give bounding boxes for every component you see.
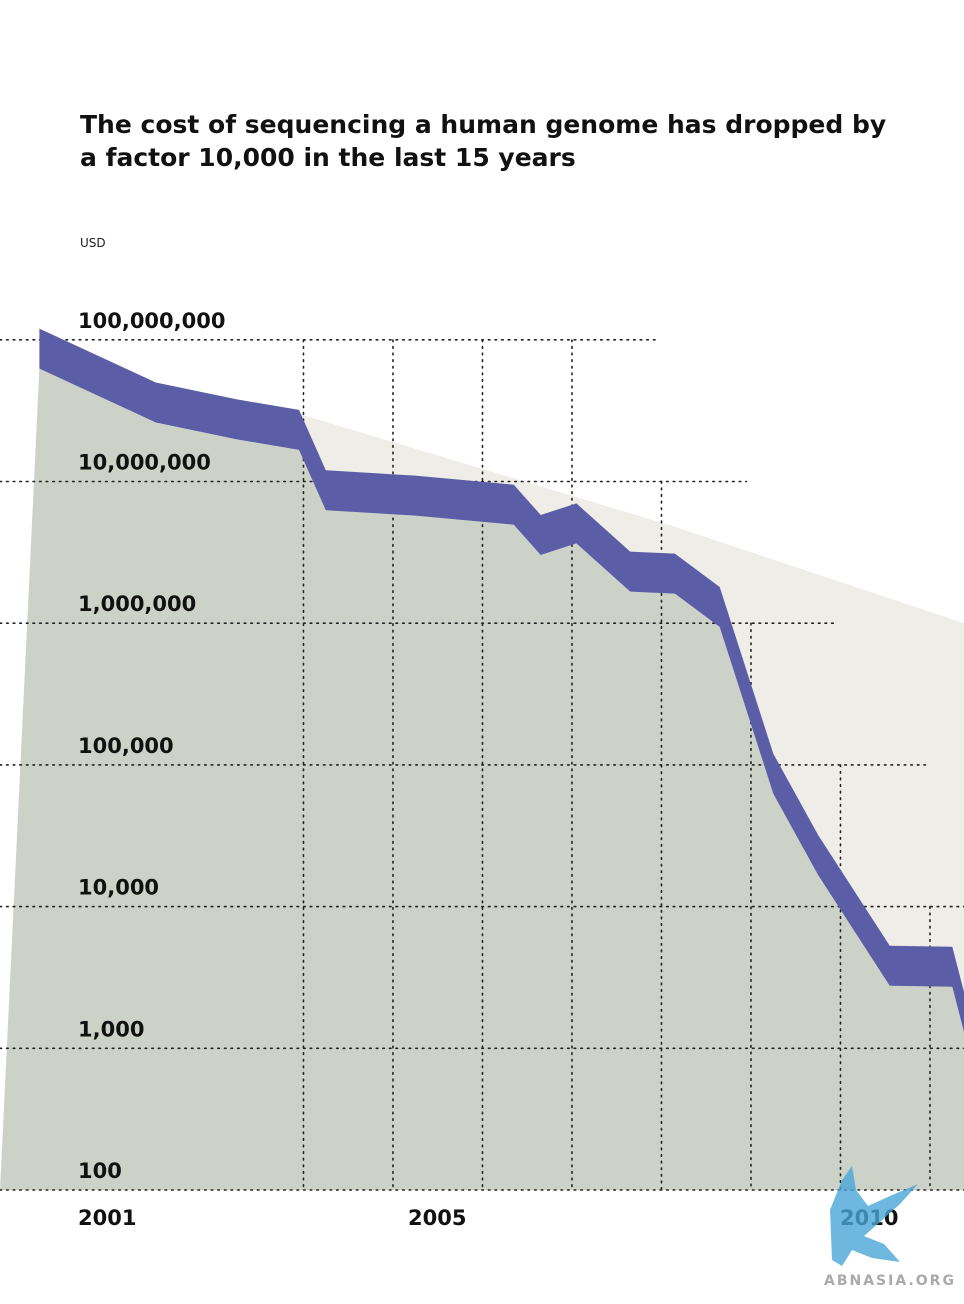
cost-band [39,328,964,1103]
cost-band-path [39,328,964,1103]
y-axis-unit: USD [80,236,106,250]
y-tick-label: 100,000,000 [78,309,225,333]
y-tick-label: 100 [78,1159,122,1183]
chart-title: The cost of sequencing a human genome ha… [80,110,887,172]
watermark: ABNASIA.ORG [824,1166,956,1289]
x-tick-label: 2001 [78,1206,136,1230]
x-tick-label: 2005 [408,1206,466,1230]
griffin-logo-icon [830,1166,918,1266]
watermark-text: ABNASIA.ORG [824,1273,956,1289]
cost-area [0,368,964,1191]
y-tick-labels: 100,000,000 10,000,000 1,000,000 100,000 10,… [78,309,225,1183]
cost-area-fill [0,368,964,1191]
grid-lines [0,338,964,1191]
y-tick-label: 100,000 [78,734,174,758]
y-tick-label: 10,000 [78,876,159,900]
x-tick-labels: 200120052010 [78,1206,898,1230]
y-tick-label: 1,000,000 [78,592,196,616]
y-tick-label: 10,000,000 [78,451,211,475]
y-tick-label: 1,000 [78,1017,144,1041]
